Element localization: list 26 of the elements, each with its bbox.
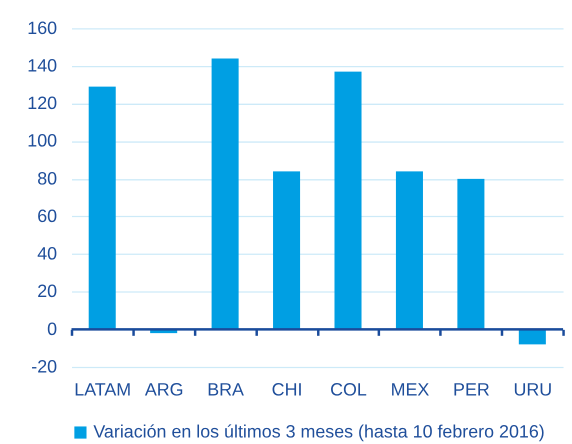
bar <box>212 58 239 330</box>
x-tick-label: BRA <box>207 379 244 400</box>
x-tick-label: ARG <box>144 379 184 400</box>
x-tick-label: MEX <box>390 379 430 400</box>
x-tick-label: PER <box>453 379 490 400</box>
bar <box>334 72 362 330</box>
legend-label: Variación en los últimos 3 meses (hasta 10 febrero 2016) <box>93 421 545 442</box>
y-tick-label: 20 <box>37 281 58 302</box>
bar <box>518 329 546 344</box>
y-tick-label: 120 <box>27 93 58 114</box>
bar <box>457 178 484 330</box>
y-tick-label: 60 <box>37 206 58 226</box>
y-tick-label: 100 <box>27 130 58 151</box>
y-tick-label: 160 <box>27 18 58 38</box>
bar <box>273 171 300 330</box>
bar <box>396 171 423 330</box>
y-tick-label: 0 <box>47 318 58 339</box>
x-tick-label: LATAM <box>74 379 132 400</box>
bar <box>88 86 116 330</box>
y-tick-label: 140 <box>27 55 58 76</box>
y-tick-label: 80 <box>37 168 58 188</box>
y-tick-label: -20 <box>31 356 58 376</box>
x-tick-label: CHI <box>272 379 302 400</box>
x-tick-label: URU <box>513 379 552 400</box>
x-tick-label: COL <box>330 379 367 400</box>
y-tick-label: 40 <box>37 244 58 264</box>
